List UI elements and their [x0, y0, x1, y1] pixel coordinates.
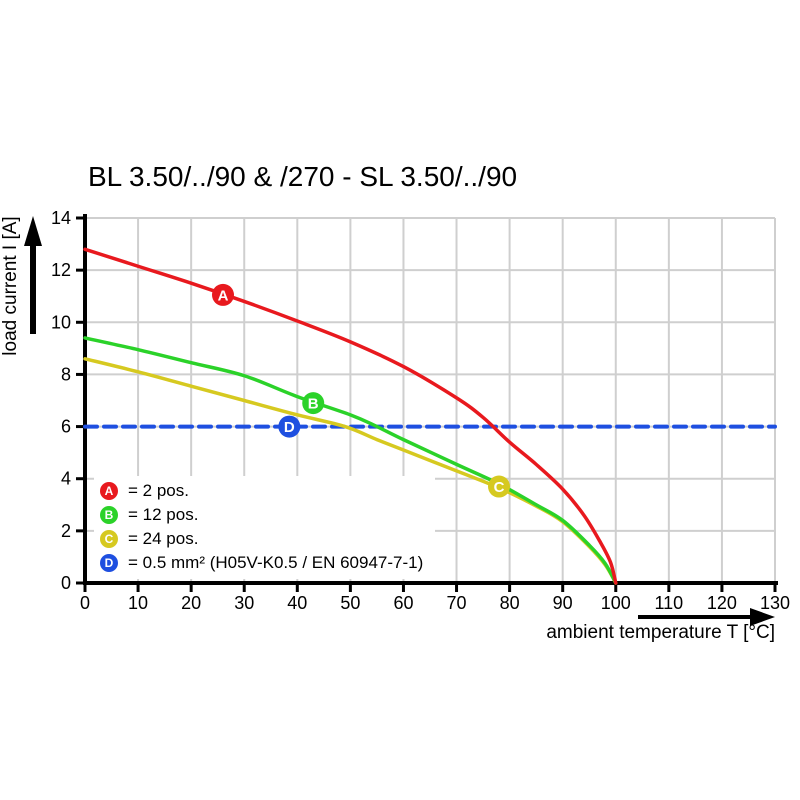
y-tick-label: 6 [61, 417, 71, 437]
curve-marker-D-circle [278, 415, 301, 438]
x-tick-label: 0 [80, 593, 90, 613]
legend-marker-c-icon: C [100, 530, 118, 548]
legend-item-c: C = 24 pos. [100, 527, 423, 551]
curve-marker-A: A [212, 283, 234, 306]
y-tick-label: 0 [61, 573, 71, 593]
legend-item-d: D = 0.5 mm² (H05V-K0.5 / EN 60947-7-1) [100, 551, 423, 575]
legend-label-a: = 2 pos. [128, 481, 189, 500]
legend-marker-a-icon: A [100, 482, 118, 500]
x-tick-label: 20 [181, 593, 201, 613]
curve-marker-B: B [302, 392, 325, 415]
curve-marker-B-circle [302, 392, 325, 415]
curve-marker-B-letter: B [308, 396, 319, 413]
legend: A = 2 pos. B = 12 pos. C = 24 pos. D = 0… [94, 476, 436, 579]
x-tick-label: 120 [707, 593, 737, 613]
x-tick-label: 90 [553, 593, 573, 613]
curve-marker-A-letter: A [218, 287, 229, 304]
series-B-curve [83, 336, 618, 585]
y-axis-arrowhead-icon [24, 216, 42, 246]
y-tick-label: 4 [61, 469, 71, 489]
legend-marker-b-icon: B [100, 506, 118, 524]
x-tick-label: 50 [340, 593, 360, 613]
y-tick-label: 8 [61, 364, 71, 384]
curve-marker-D: D [278, 415, 301, 438]
legend-item-b: B = 12 pos. [100, 503, 423, 527]
curve-marker-C: C [488, 475, 510, 498]
curve-marker-D-letter: D [284, 419, 295, 436]
legend-marker-d-icon: D [100, 554, 118, 572]
legend-item-a: A = 2 pos. [100, 479, 423, 503]
legend-label-b: = 12 pos. [128, 505, 199, 524]
chart-title: BL 3.50/../90 & /270 - SL 3.50/../90 [88, 161, 518, 192]
x-tick-label: 40 [287, 593, 307, 613]
y-tick-label: 2 [61, 521, 71, 541]
y-tick-label: 14 [51, 208, 71, 228]
x-tick-label: 130 [760, 593, 790, 613]
legend-label-d: = 0.5 mm² (H05V-K0.5 / EN 60947-7-1) [128, 553, 424, 572]
x-tick-label: 30 [234, 593, 254, 613]
x-axis-label: ambient temperature T [°C] [546, 622, 775, 643]
y-tick-label: 12 [51, 260, 71, 280]
x-tick-label: 80 [500, 593, 520, 613]
x-tick-label: 110 [654, 593, 683, 613]
x-tick-label: 10 [128, 593, 148, 613]
x-axis-arrowhead-icon [750, 608, 775, 626]
x-tick-label: 70 [447, 593, 467, 613]
curve-marker-A-circle [212, 283, 234, 306]
curve-marker-C-circle [488, 475, 510, 498]
x-tick-label: 100 [601, 593, 631, 613]
legend-label-c: = 24 pos. [128, 529, 199, 548]
y-tick-label: 10 [51, 312, 71, 332]
curve-marker-C-letter: C [494, 479, 505, 496]
x-tick-label: 60 [393, 593, 413, 613]
